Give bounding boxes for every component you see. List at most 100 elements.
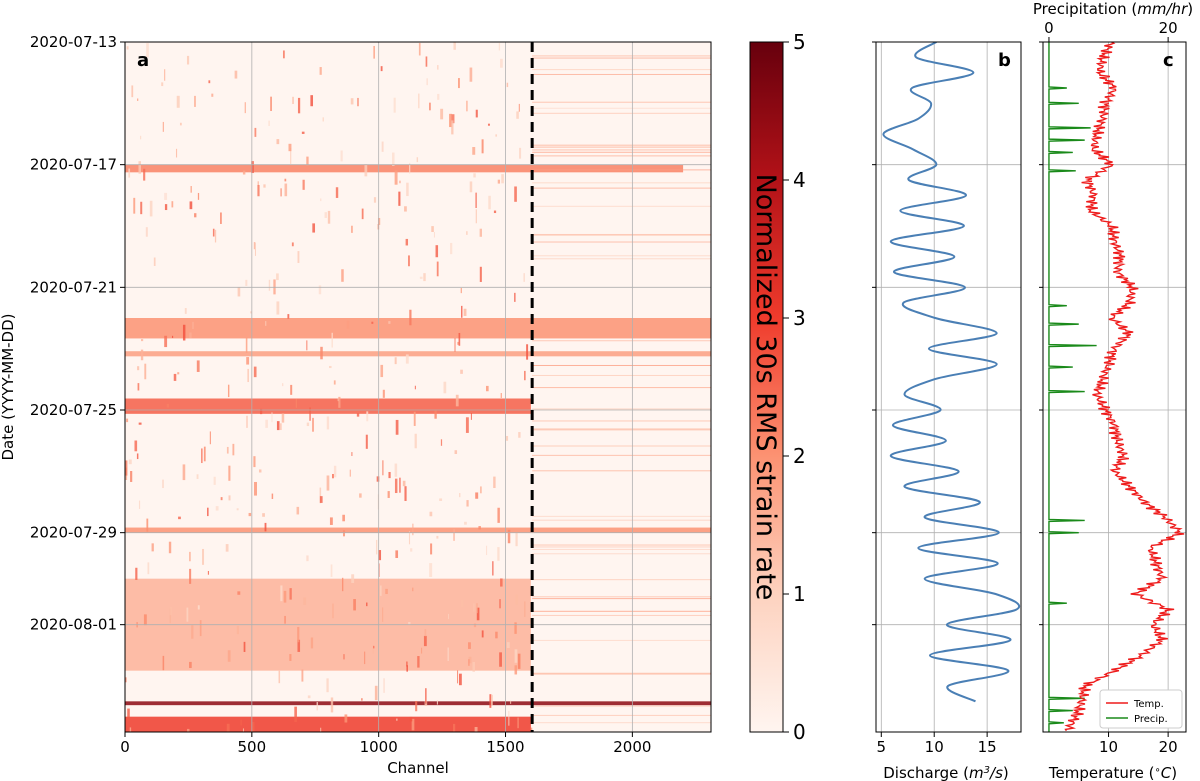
heatmap-cell xyxy=(506,642,510,649)
heatmap-cell xyxy=(532,722,711,724)
heatmap-cell xyxy=(197,605,200,610)
heatmap-cell xyxy=(476,603,478,614)
heatmap-cell xyxy=(481,630,484,638)
heatmap-cell xyxy=(329,517,333,525)
heatmap-cell xyxy=(137,383,140,391)
heatmap-cell xyxy=(203,446,206,462)
heatmap-cell xyxy=(487,123,490,126)
heatmap-cell xyxy=(473,603,475,612)
heatmap-cell xyxy=(264,522,267,532)
heatmap-cell xyxy=(514,649,518,663)
heatmap-cell xyxy=(452,723,456,732)
heatmap-cell xyxy=(458,78,460,89)
heatmap-cell xyxy=(495,134,498,137)
heatmap-cell xyxy=(247,368,249,383)
heatmap-cell xyxy=(418,93,420,109)
heatmap-cell xyxy=(208,80,211,84)
heatmap-cell xyxy=(443,381,447,394)
heatmap-cell xyxy=(350,98,354,105)
heatmap-cell xyxy=(276,139,280,145)
heatmap-cell xyxy=(475,209,477,224)
heatmap-cell xyxy=(236,508,239,511)
heatmap-cell xyxy=(271,493,274,500)
heatmap-cell xyxy=(381,141,384,152)
heatmap-cell xyxy=(245,337,248,353)
heatmap-cell xyxy=(189,201,193,210)
heatmap-cell xyxy=(530,727,533,732)
heatmap-cell xyxy=(364,164,368,177)
heatmap-cell xyxy=(196,474,199,479)
heatmap-cell xyxy=(468,659,470,666)
legend: Temp. Precip. xyxy=(1099,689,1183,729)
heatmap-cell xyxy=(171,201,174,208)
heatmap-cell xyxy=(519,147,522,159)
heatmap-cell xyxy=(523,273,525,282)
precipitation-axis-title: Precipitation (mm/hr) xyxy=(1033,0,1193,18)
heatmap-cell xyxy=(182,464,186,481)
heatmap-cell xyxy=(437,93,440,100)
heatmap-cell xyxy=(392,152,395,166)
heatmap-cell xyxy=(481,139,484,154)
heatmap-panel-a: a 2020-07-132020-07-172020-07-212020-07-… xyxy=(0,33,712,777)
heatmap-cell xyxy=(190,186,192,193)
heatmap-cell xyxy=(388,471,391,479)
heatmap-cell xyxy=(515,594,518,605)
heatmap-cell xyxy=(495,631,498,639)
colorbar-tick-label: 2 xyxy=(793,444,806,468)
heatmap-cell xyxy=(468,656,472,664)
heatmap-cell xyxy=(284,183,288,197)
heatmap-cell xyxy=(242,170,246,175)
colorbar-tick-label: 4 xyxy=(793,168,806,192)
heatmap-cell xyxy=(532,470,711,472)
heatmap-cell xyxy=(469,181,473,193)
heatmap-cell xyxy=(399,180,401,184)
heatmap-cell xyxy=(453,42,456,50)
heatmap-cell xyxy=(182,324,186,341)
heatmap-cell xyxy=(192,321,194,329)
heatmap-cell xyxy=(140,339,144,342)
heatmap-cell xyxy=(361,698,363,701)
heatmap-cell xyxy=(376,476,380,482)
heatmap-cell xyxy=(532,515,711,517)
heatmap-cell xyxy=(532,340,711,342)
heatmap-cell xyxy=(259,408,263,415)
heatmap-cell xyxy=(408,531,411,545)
heatmap-cell xyxy=(532,610,711,612)
heatmap-cell xyxy=(408,255,410,267)
colorbar-gradient xyxy=(750,42,783,732)
heatmap-cell xyxy=(310,637,314,649)
heatmap-cell xyxy=(254,242,256,256)
heatmap-cell xyxy=(524,601,526,617)
heatmap-cell xyxy=(497,507,500,523)
channel-axis: 0 500 1000 1500 2000 xyxy=(120,732,651,756)
heatmap-cell xyxy=(342,530,346,537)
heatmap-cell xyxy=(326,416,330,430)
heatmap-cell xyxy=(394,357,397,365)
heatmap-cell xyxy=(349,469,351,477)
heatmap-cell xyxy=(320,198,322,202)
heatmap-cell xyxy=(417,656,420,668)
heatmap-cell xyxy=(406,665,409,672)
heatmap-cell xyxy=(228,495,231,501)
discharge-series-line xyxy=(882,42,1021,703)
channel-tick-label: 1000 xyxy=(360,738,398,756)
channel-tick-label: 2000 xyxy=(613,738,651,756)
heatmap-cell xyxy=(514,622,517,634)
heatmap-cell xyxy=(140,135,142,140)
heatmap-cell xyxy=(240,719,242,726)
temperature-grid xyxy=(1043,41,1186,732)
heatmap-cell xyxy=(147,562,150,575)
heatmap-cell xyxy=(175,148,178,158)
heatmap-cell xyxy=(532,544,711,546)
heatmap-cell xyxy=(316,702,319,711)
heatmap-cell xyxy=(335,187,339,198)
heatmap-cell xyxy=(290,147,292,164)
heatmap-frame xyxy=(124,41,712,733)
heatmap-cell xyxy=(297,251,300,263)
heatmap-cell xyxy=(469,67,473,82)
heatmap-cell xyxy=(228,465,231,481)
heatmap-cell xyxy=(429,511,433,517)
heatmap-cell xyxy=(197,192,200,200)
heatmap-cell xyxy=(128,459,132,465)
heatmap-cell xyxy=(409,309,412,326)
